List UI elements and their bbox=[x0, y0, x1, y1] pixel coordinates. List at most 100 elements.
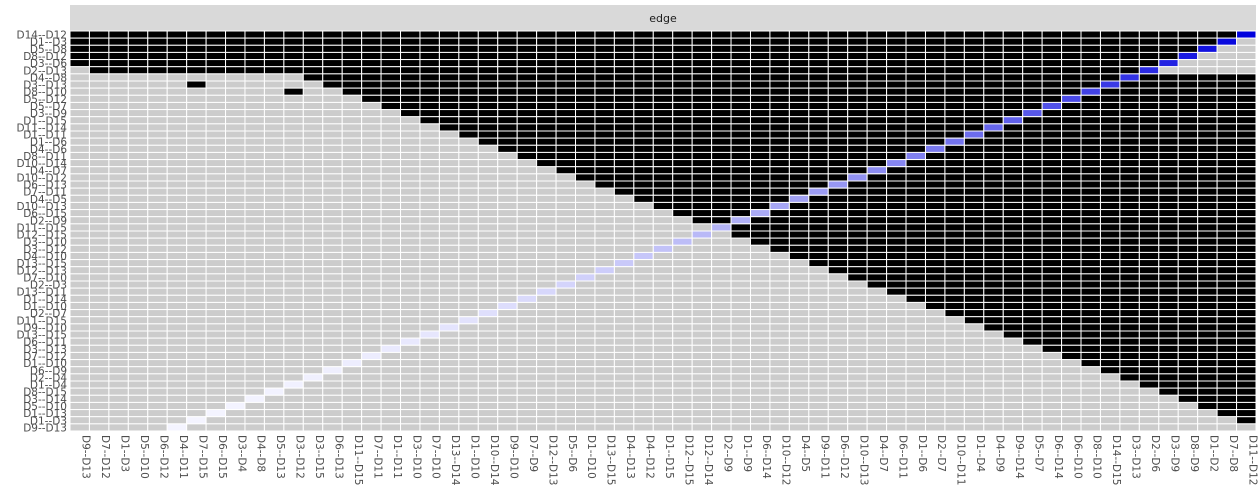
heatmap-cell bbox=[419, 87, 440, 96]
heatmap-cell bbox=[516, 166, 538, 175]
heatmap-cell bbox=[1002, 201, 1024, 211]
heatmap-cell bbox=[1022, 237, 1043, 246]
heatmap-cell bbox=[575, 316, 596, 325]
heatmap-cell bbox=[69, 216, 90, 225]
heatmap-cell bbox=[944, 223, 965, 232]
heatmap-cell bbox=[1177, 237, 1199, 246]
heatmap-cell bbox=[963, 337, 985, 346]
heatmap-cell bbox=[1099, 301, 1121, 311]
heatmap-cell bbox=[711, 173, 732, 182]
heatmap-cell bbox=[633, 394, 654, 403]
heatmap-cell bbox=[808, 351, 829, 361]
heatmap-cell bbox=[633, 137, 654, 146]
heatmap-cell bbox=[963, 216, 985, 225]
heatmap-cell bbox=[866, 66, 888, 75]
heatmap-cell bbox=[730, 273, 751, 282]
heatmap-cell bbox=[905, 173, 926, 182]
heatmap-cell bbox=[652, 201, 674, 211]
heatmap-cell bbox=[361, 44, 382, 53]
heatmap-cell bbox=[983, 166, 1004, 175]
heatmap-cell bbox=[1002, 73, 1024, 82]
heatmap-cell bbox=[944, 301, 965, 311]
heatmap-cell bbox=[652, 87, 674, 96]
heatmap-cell bbox=[1080, 366, 1101, 375]
heatmap-cell bbox=[749, 209, 771, 218]
heatmap-cell bbox=[963, 51, 985, 61]
heatmap-cell bbox=[1216, 30, 1238, 39]
heatmap-cell bbox=[847, 66, 868, 75]
heatmap-cell bbox=[652, 287, 674, 296]
heatmap-cell bbox=[944, 266, 965, 275]
heatmap-cell bbox=[458, 137, 479, 146]
heatmap-cell bbox=[322, 144, 343, 153]
heatmap-cell bbox=[477, 94, 499, 103]
heatmap-cell bbox=[400, 366, 421, 375]
y-tick-label: D12--D13 bbox=[17, 265, 67, 277]
heatmap-cell bbox=[438, 223, 460, 232]
heatmap-cell bbox=[477, 401, 499, 411]
heatmap-cell bbox=[1022, 351, 1043, 361]
heatmap-cell bbox=[1080, 301, 1101, 311]
heatmap-cell bbox=[1236, 316, 1257, 325]
heatmap-cell bbox=[147, 73, 168, 82]
heatmap-cell bbox=[769, 387, 790, 396]
heatmap-cell bbox=[886, 123, 907, 132]
heatmap-cell bbox=[575, 330, 596, 339]
heatmap-cell bbox=[1002, 259, 1024, 268]
heatmap-cell bbox=[963, 44, 985, 53]
heatmap-cell bbox=[866, 223, 888, 232]
heatmap-cell bbox=[283, 116, 304, 125]
heatmap-cell bbox=[827, 416, 849, 425]
heatmap-cell bbox=[730, 87, 751, 96]
heatmap-cell bbox=[458, 266, 479, 275]
heatmap-cell bbox=[380, 337, 402, 346]
heatmap-cell bbox=[711, 151, 732, 161]
heatmap-cell bbox=[905, 387, 926, 396]
heatmap-cell bbox=[652, 380, 674, 389]
heatmap-cell bbox=[516, 223, 538, 232]
heatmap-cell bbox=[749, 73, 771, 82]
heatmap-cell bbox=[302, 180, 324, 189]
heatmap-cell bbox=[516, 123, 538, 132]
heatmap-cell bbox=[341, 223, 363, 232]
heatmap-cell bbox=[594, 259, 615, 268]
heatmap-cell bbox=[186, 259, 207, 268]
heatmap-cell bbox=[341, 51, 363, 61]
heatmap-cell bbox=[186, 251, 207, 261]
heatmap-cell bbox=[400, 316, 421, 325]
heatmap-cell bbox=[147, 423, 168, 432]
heatmap-cell bbox=[497, 94, 518, 103]
heatmap-cell bbox=[633, 159, 654, 168]
heatmap-cell bbox=[166, 344, 188, 353]
heatmap-cell bbox=[1138, 287, 1160, 296]
heatmap-cell bbox=[244, 316, 265, 325]
heatmap-cell bbox=[827, 316, 849, 325]
heatmap-cell bbox=[983, 330, 1004, 339]
heatmap-cell bbox=[1041, 259, 1063, 268]
heatmap-cell bbox=[419, 51, 440, 61]
heatmap-cell bbox=[905, 394, 926, 403]
heatmap-cell bbox=[1002, 294, 1024, 303]
heatmap-cell bbox=[633, 59, 654, 68]
heatmap-cell bbox=[1041, 137, 1063, 146]
heatmap-cell bbox=[438, 316, 460, 325]
heatmap-cell bbox=[244, 230, 265, 239]
x-tick-label: D6--D15 bbox=[216, 435, 228, 479]
heatmap-cell bbox=[419, 323, 440, 332]
heatmap-cell bbox=[905, 416, 926, 425]
heatmap-cell bbox=[1197, 116, 1218, 125]
heatmap-cell bbox=[458, 287, 479, 296]
heatmap-cell bbox=[166, 330, 188, 339]
heatmap-cell bbox=[380, 223, 402, 232]
heatmap-cell bbox=[88, 301, 110, 311]
heatmap-cell bbox=[186, 337, 207, 346]
heatmap-cell bbox=[1158, 273, 1179, 282]
heatmap-cell bbox=[924, 259, 946, 268]
heatmap-cell bbox=[924, 244, 946, 253]
heatmap-cell bbox=[788, 87, 810, 96]
heatmap-cell bbox=[166, 180, 188, 189]
heatmap-cell bbox=[1119, 373, 1140, 382]
heatmap-cell bbox=[186, 180, 207, 189]
heatmap-cell bbox=[458, 109, 479, 118]
heatmap-cell bbox=[652, 109, 674, 118]
